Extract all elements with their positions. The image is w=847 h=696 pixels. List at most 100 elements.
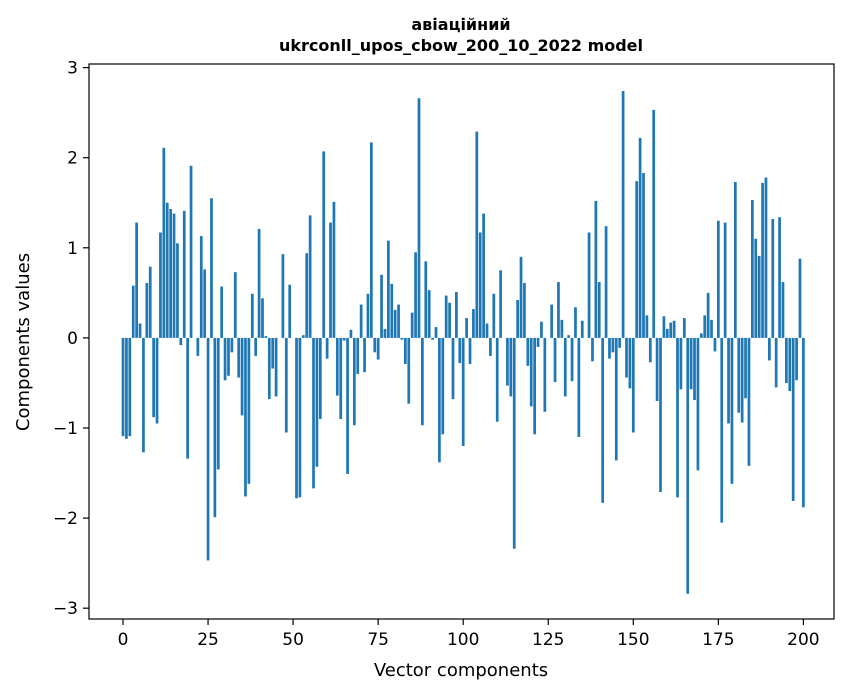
bar — [125, 337, 128, 439]
bar — [335, 337, 339, 396]
bar — [676, 337, 679, 498]
bar — [747, 337, 751, 466]
bar — [271, 337, 275, 369]
bar — [397, 304, 400, 338]
bar — [261, 298, 264, 338]
bar — [295, 337, 298, 499]
bar — [131, 285, 135, 338]
bar — [703, 315, 707, 338]
bar — [142, 337, 145, 453]
x-tick-label: 50 — [282, 630, 304, 650]
bar — [189, 165, 193, 338]
bar — [230, 337, 234, 353]
bar — [604, 226, 608, 338]
bar — [135, 222, 138, 338]
bar — [346, 337, 349, 474]
bar — [492, 293, 496, 338]
bar — [768, 337, 771, 361]
bar — [438, 337, 441, 463]
bar — [706, 292, 710, 338]
bar — [669, 322, 673, 338]
bar — [723, 222, 727, 338]
bar — [407, 337, 411, 404]
bar — [523, 282, 526, 338]
bar — [580, 320, 584, 338]
bar — [764, 177, 768, 338]
bar — [441, 337, 445, 435]
bar — [679, 337, 683, 390]
bar — [359, 304, 363, 338]
y-tick-label: −3 — [53, 599, 78, 619]
bar — [284, 337, 288, 433]
bar — [540, 321, 543, 338]
bar — [172, 213, 176, 338]
bar — [305, 253, 309, 338]
bar — [512, 337, 516, 549]
bar — [121, 337, 125, 437]
bar — [563, 337, 567, 397]
bar — [298, 337, 302, 498]
bar — [366, 293, 370, 338]
bar — [628, 337, 632, 389]
chart-title-line1: авіаційний — [411, 15, 510, 34]
bar — [648, 337, 652, 363]
bar — [318, 337, 322, 419]
bar — [237, 337, 241, 378]
bar — [591, 337, 594, 362]
bar — [424, 261, 428, 338]
bar — [543, 337, 547, 412]
bar — [376, 337, 380, 360]
bar — [587, 232, 591, 338]
bar — [383, 328, 387, 338]
y-tick-label: −1 — [53, 419, 78, 439]
x-tick-label: 0 — [118, 630, 129, 650]
x-tick-label: 25 — [197, 630, 219, 650]
bar — [138, 323, 142, 338]
bar — [682, 318, 686, 338]
bar — [468, 337, 472, 365]
y-tick-label: 0 — [67, 329, 78, 349]
bar — [390, 283, 394, 338]
bar — [642, 173, 645, 338]
bar — [176, 243, 179, 338]
bar — [448, 302, 451, 338]
bar — [625, 337, 628, 378]
bar — [485, 323, 489, 338]
bar — [458, 337, 462, 364]
bar — [339, 337, 343, 419]
bar — [662, 316, 666, 338]
bar — [257, 228, 261, 338]
chart-title-line2: ukrconll_upos_cbow_200_10_2022 model — [279, 36, 643, 55]
bar — [213, 337, 217, 518]
bar — [791, 337, 795, 501]
bar — [560, 319, 564, 338]
bar — [223, 337, 227, 381]
bar — [495, 337, 499, 422]
bar — [526, 337, 530, 366]
bar — [802, 337, 805, 508]
bar — [373, 337, 377, 353]
bar — [614, 337, 618, 461]
bar — [148, 266, 152, 338]
bar — [720, 337, 724, 523]
x-tick-label: 125 — [532, 630, 564, 650]
bar — [693, 337, 696, 401]
bar — [570, 337, 574, 382]
bar — [757, 255, 761, 338]
bar — [352, 337, 356, 426]
bar — [186, 337, 190, 459]
bar — [240, 337, 244, 416]
bar — [621, 91, 625, 338]
bar — [461, 337, 465, 447]
bar — [737, 337, 741, 413]
bar — [798, 258, 802, 338]
bar — [618, 337, 622, 348]
bar — [451, 337, 455, 400]
bar — [696, 337, 700, 471]
bar — [686, 337, 690, 594]
bar — [220, 286, 224, 338]
bar — [169, 209, 172, 338]
bar — [145, 282, 149, 338]
bar — [227, 337, 230, 376]
bar — [203, 269, 207, 338]
